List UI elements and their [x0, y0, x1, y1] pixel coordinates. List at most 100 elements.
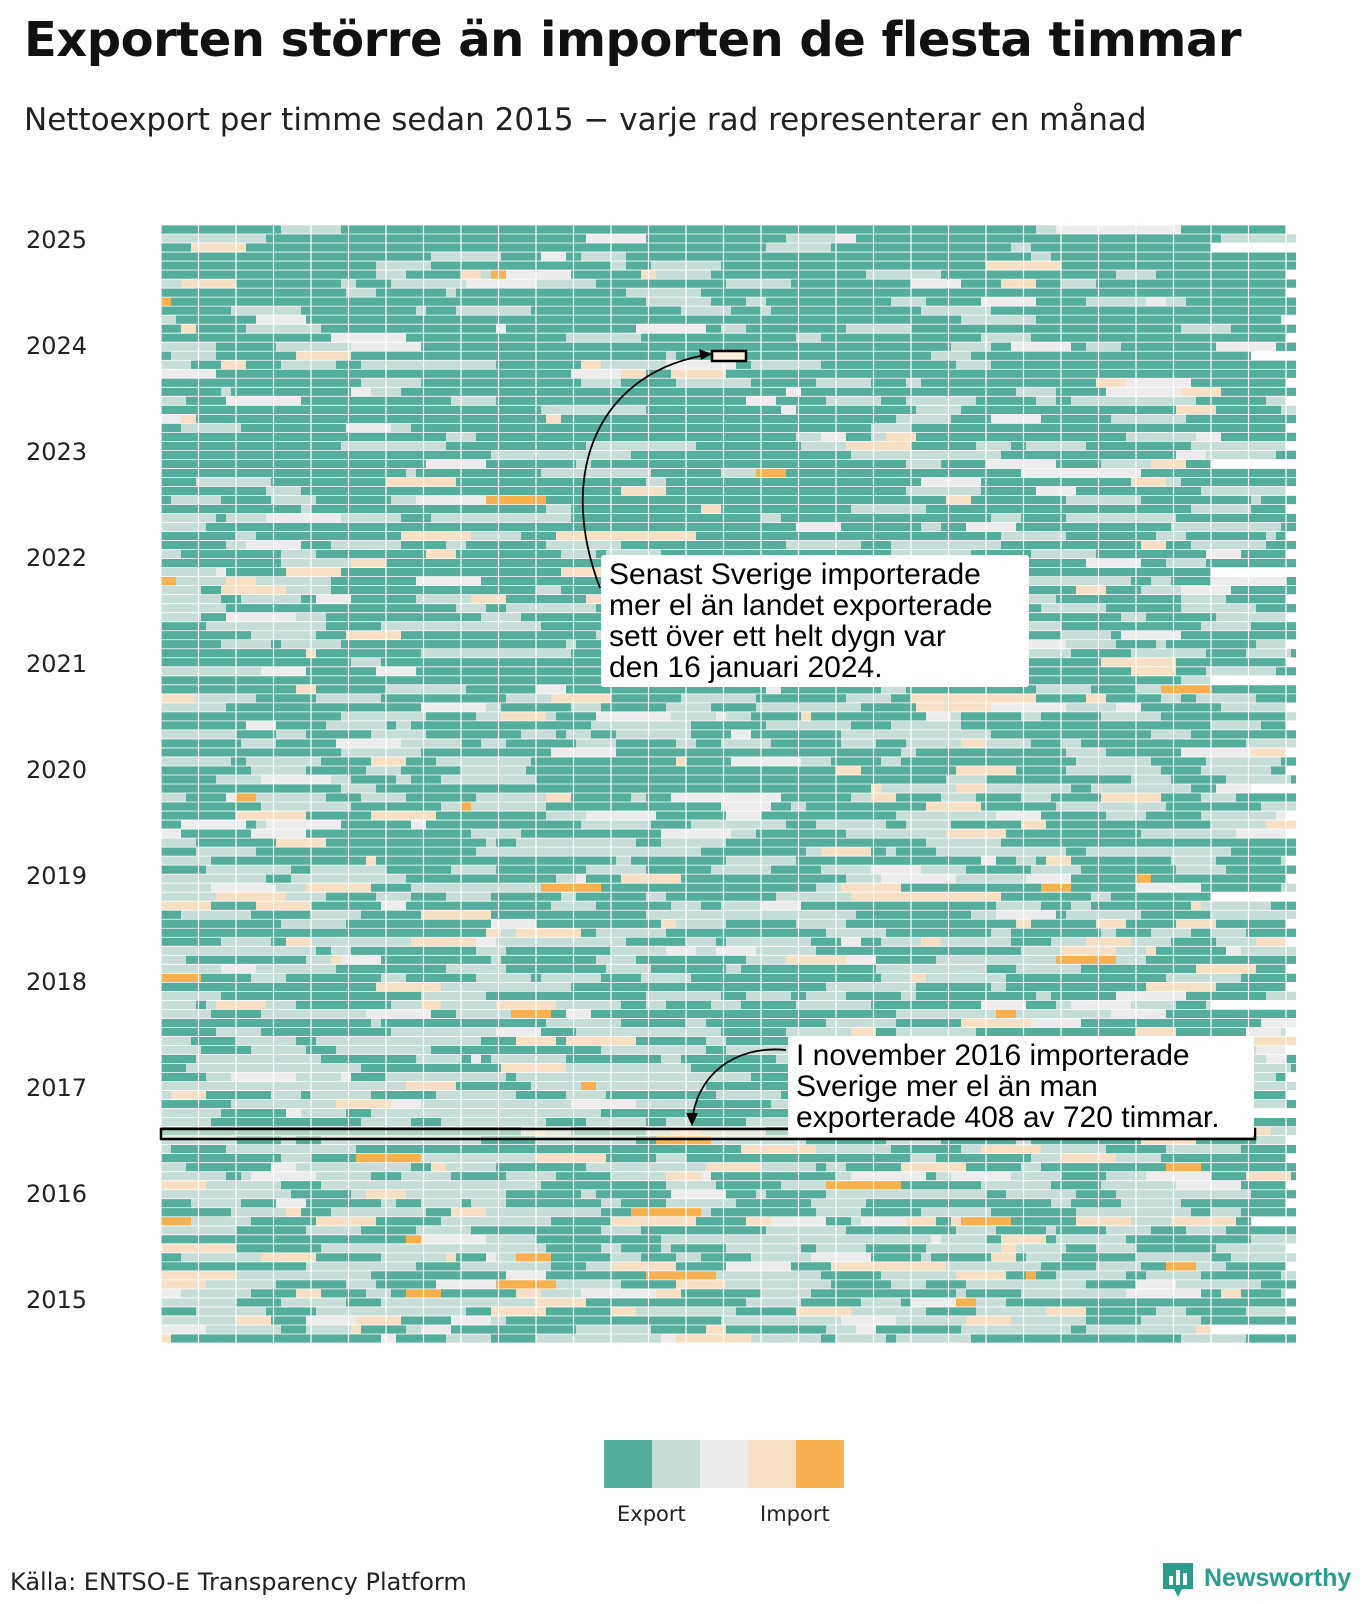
heatmap-cell [466, 306, 471, 315]
heatmap-cell [901, 342, 906, 351]
heatmap-cell [326, 369, 331, 378]
heatmap-cell [336, 270, 341, 279]
heatmap-cell [976, 405, 981, 414]
heatmap-cell [821, 333, 826, 342]
heatmap-cell [1016, 396, 1021, 405]
heatmap-cell [556, 360, 561, 369]
heatmap-cell [776, 369, 781, 378]
heatmap-cell [711, 369, 716, 378]
heatmap-cell [1011, 225, 1016, 234]
heatmap-cell [1076, 405, 1081, 414]
heatmap-cell [501, 270, 506, 279]
heatmap-cell [296, 234, 301, 243]
heatmap-cell [391, 279, 396, 288]
heatmap-cell [231, 378, 236, 387]
heatmap-cell [261, 288, 266, 297]
heatmap-cell [231, 396, 236, 405]
heatmap-cell [771, 396, 776, 405]
heatmap-cell [541, 414, 546, 423]
heatmap-cell [521, 315, 526, 324]
heatmap-cell [1141, 351, 1146, 360]
heatmap-cell [511, 360, 516, 369]
heatmap-cell [1281, 396, 1286, 405]
heatmap-cell [991, 405, 996, 414]
heatmap-cell [226, 243, 231, 252]
heatmap-cell [591, 342, 596, 351]
heatmap-cell [211, 324, 216, 333]
heatmap-cell [531, 378, 536, 387]
heatmap-cell [626, 315, 631, 324]
heatmap-cell [1106, 261, 1111, 270]
heatmap-cell [356, 342, 361, 351]
heatmap-cell [926, 333, 931, 342]
heatmap-cell [636, 396, 641, 405]
heatmap-cell [876, 261, 881, 270]
heatmap-cell [541, 315, 546, 324]
heatmap-cell [1266, 270, 1271, 279]
heatmap-cell [581, 234, 586, 243]
heatmap-cell [821, 243, 826, 252]
heatmap-cell [246, 333, 251, 342]
heatmap-cell [886, 387, 891, 396]
heatmap-cell [201, 306, 206, 315]
heatmap-cell [1161, 252, 1166, 261]
heatmap-cell [766, 225, 771, 234]
heatmap-cell [1276, 396, 1281, 405]
heatmap-cell [661, 378, 666, 387]
heatmap-cell [201, 405, 206, 414]
heatmap-cell [826, 378, 831, 387]
heatmap-cell [166, 270, 171, 279]
heatmap-cell [451, 387, 456, 396]
heatmap-cell [251, 396, 256, 405]
heatmap-cell [771, 405, 776, 414]
heatmap-cell [581, 243, 586, 252]
heatmap-cell [1276, 342, 1281, 351]
heatmap-cell [1226, 333, 1231, 342]
heatmap-cell [1211, 306, 1216, 315]
heatmap-cell [476, 414, 481, 423]
heatmap-cell [1181, 225, 1186, 234]
heatmap-cell [416, 387, 421, 396]
heatmap-cell [456, 333, 461, 342]
heatmap-cell [881, 324, 886, 333]
heatmap-cell [636, 279, 641, 288]
heatmap-cell [866, 405, 871, 414]
heatmap-cell [691, 243, 696, 252]
heatmap-cell [911, 225, 916, 234]
heatmap-cell [596, 315, 601, 324]
heatmap-cell [786, 234, 791, 243]
heatmap-cell [331, 324, 336, 333]
heatmap-cell [586, 270, 591, 279]
heatmap-cell [456, 270, 461, 279]
heatmap-cell [716, 387, 721, 396]
heatmap-cell [1276, 297, 1281, 306]
heatmap-cell [436, 243, 441, 252]
heatmap-cell [161, 252, 166, 261]
heatmap-cell [926, 243, 931, 252]
heatmap-cell [166, 306, 171, 315]
heatmap-cell [671, 351, 676, 360]
heatmap-cell [336, 378, 341, 387]
heatmap-cell [1281, 315, 1286, 324]
heatmap-cell [381, 342, 386, 351]
heatmap-cell [261, 387, 266, 396]
heatmap-cell [551, 405, 556, 414]
heatmap-cell [326, 288, 331, 297]
heatmap-cell [451, 234, 456, 243]
heatmap-cell [996, 315, 1001, 324]
heatmap-cell [246, 261, 251, 270]
heatmap-cell [1166, 324, 1171, 333]
heatmap-cell [881, 243, 886, 252]
heatmap-cell [486, 234, 491, 243]
heatmap-cell [466, 360, 471, 369]
heatmap-cell [1016, 279, 1021, 288]
heatmap-cell [276, 315, 281, 324]
heatmap-cell [521, 360, 526, 369]
heatmap-cell [1181, 324, 1186, 333]
heatmap-cell [971, 324, 976, 333]
heatmap-cell [396, 351, 401, 360]
heatmap-cell [216, 297, 221, 306]
heatmap-cell [206, 225, 211, 234]
heatmap-cell [661, 297, 666, 306]
heatmap-cell [1011, 270, 1016, 279]
